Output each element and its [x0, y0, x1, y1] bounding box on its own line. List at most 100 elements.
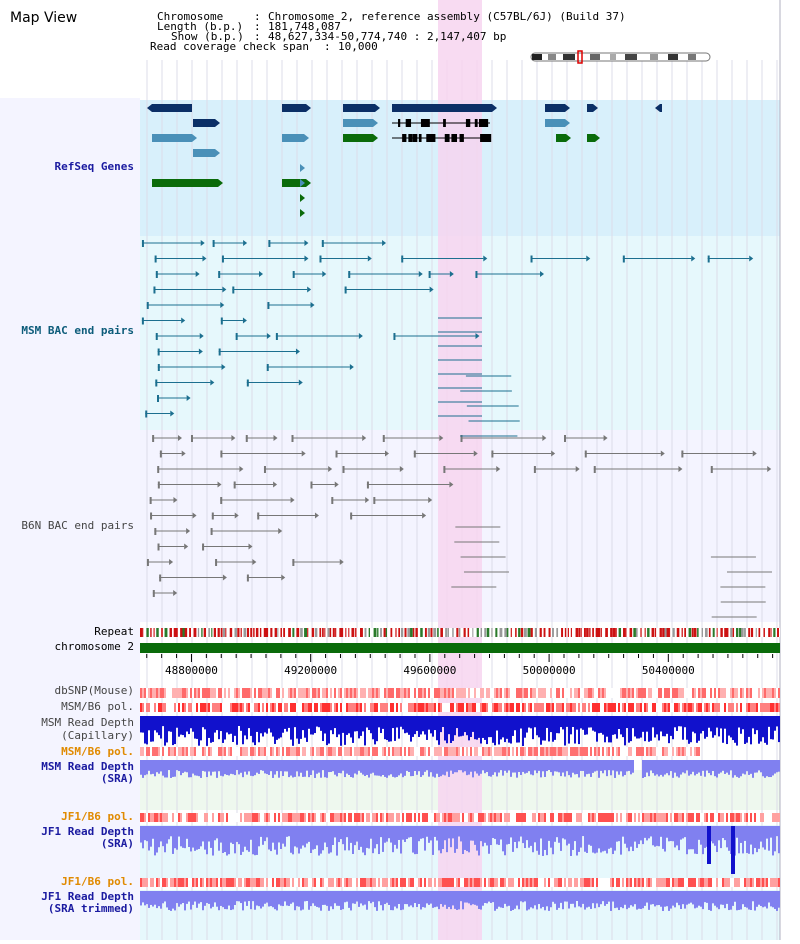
b6n-bac-end	[491, 450, 494, 458]
jf1-pol-label[interactable]: JF1/B6 pol.	[61, 810, 134, 823]
heat-cell	[216, 878, 218, 887]
heat-cell	[624, 688, 626, 698]
heat-cell	[164, 688, 166, 698]
heat-cell	[278, 703, 280, 712]
depth-bar	[718, 716, 720, 737]
depth-bar	[760, 760, 762, 773]
heat-cell	[606, 703, 608, 712]
b6n-bac-label[interactable]: B6N BAC end pairs	[21, 519, 134, 532]
depth-bar	[594, 760, 596, 772]
depth-peak	[707, 826, 711, 864]
heat-cell	[174, 703, 176, 712]
heat-cell	[702, 878, 704, 887]
refseq-genes-label[interactable]: RefSeq Genes	[54, 160, 134, 173]
heat-cell	[526, 747, 528, 756]
depth-bar	[322, 891, 324, 905]
dbsnp-label[interactable]: dbSNP(Mouse)	[54, 684, 134, 697]
repeat-element	[415, 628, 418, 637]
msm-bac-end	[298, 379, 303, 386]
heat-cell	[530, 878, 532, 887]
depth-bar	[226, 891, 228, 910]
heat-cell	[162, 747, 164, 756]
depth-bar	[656, 826, 658, 846]
heat-cell	[648, 813, 650, 822]
msm-bac-label[interactable]: MSM BAC end pairs	[21, 324, 134, 337]
heat-cell	[588, 878, 590, 887]
heat-cell	[692, 813, 694, 822]
depth-bar	[454, 760, 456, 773]
heat-cell	[770, 878, 772, 887]
heat-cell	[350, 703, 352, 712]
depth-bar	[748, 891, 750, 910]
depth-bar	[376, 826, 378, 845]
heat-cell	[566, 878, 568, 887]
b6n-bac-end	[563, 435, 566, 442]
repeat-label[interactable]: Repeat	[94, 625, 134, 638]
heat-cell	[748, 878, 750, 887]
heat-cell	[708, 878, 710, 887]
b6n-bac-end	[220, 450, 223, 458]
chromosome-label[interactable]: chromosome 2	[54, 640, 134, 653]
repeat-element	[664, 628, 667, 637]
msm-depth-sra-label[interactable]: MSM Read Depth	[41, 760, 134, 773]
heat-cell	[644, 688, 646, 698]
depth-bar	[660, 760, 662, 775]
heat-cell	[726, 878, 728, 887]
depth-bar	[374, 716, 376, 745]
msm-depth-cap-label[interactable]: MSM Read Depth	[41, 716, 134, 729]
repeat-element	[229, 628, 233, 637]
repeat-element	[770, 628, 772, 637]
repeat-element	[744, 628, 746, 637]
heat-cell	[272, 747, 274, 756]
repeat-element	[189, 628, 192, 637]
depth-bar	[326, 760, 328, 778]
jf1-depth-trim-label[interactable]: JF1 Read Depth	[41, 890, 134, 903]
heat-cell	[448, 813, 450, 822]
depth-bar	[692, 760, 694, 772]
heat-cell	[286, 703, 288, 712]
heat-cell	[516, 747, 518, 756]
depth-bar	[420, 891, 422, 910]
jf1-pol-trim-label[interactable]: JF1/B6 pol.	[61, 875, 134, 888]
heat-cell	[436, 813, 438, 822]
depth-bar	[348, 760, 350, 775]
depth-bar	[440, 760, 442, 777]
heat-cell	[398, 813, 400, 822]
heat-cell	[472, 703, 474, 712]
depth-bar	[488, 826, 490, 854]
heat-cell	[276, 878, 278, 887]
msm-pol-label[interactable]: MSM/B6 pol.	[61, 700, 134, 713]
heat-cell	[466, 747, 468, 756]
heat-cell	[630, 813, 632, 822]
heat-cell	[616, 747, 618, 756]
depth-bar	[582, 760, 584, 771]
heat-cell	[536, 703, 538, 712]
depth-bar	[664, 760, 666, 775]
heat-cell	[484, 703, 486, 712]
heat-cell	[682, 703, 684, 712]
heat-cell	[558, 747, 560, 756]
heat-cell	[180, 703, 182, 712]
depth-bar	[674, 891, 676, 908]
heat-cell	[158, 703, 160, 712]
msm-pol-sra-label[interactable]: MSM/B6 pol.	[61, 745, 134, 758]
depth-bar	[466, 760, 468, 776]
heat-cell	[590, 813, 592, 822]
heat-cell	[570, 688, 572, 698]
heat-cell	[466, 878, 468, 887]
heat-cell	[456, 688, 458, 698]
depth-bar	[538, 760, 540, 771]
gene-feature	[587, 104, 593, 112]
depth-bar	[648, 826, 650, 839]
b6n-bac-end	[382, 435, 385, 442]
heat-cell	[302, 747, 304, 756]
heat-cell	[600, 703, 602, 712]
heat-cell	[216, 747, 218, 756]
depth-bar	[176, 716, 178, 728]
heat-cell	[368, 813, 370, 822]
heat-cell	[532, 703, 534, 712]
heat-cell	[460, 747, 462, 756]
heat-cell	[706, 703, 708, 712]
depth-bar	[194, 826, 196, 851]
jf1-depth-sra-label[interactable]: JF1 Read Depth	[41, 825, 134, 838]
